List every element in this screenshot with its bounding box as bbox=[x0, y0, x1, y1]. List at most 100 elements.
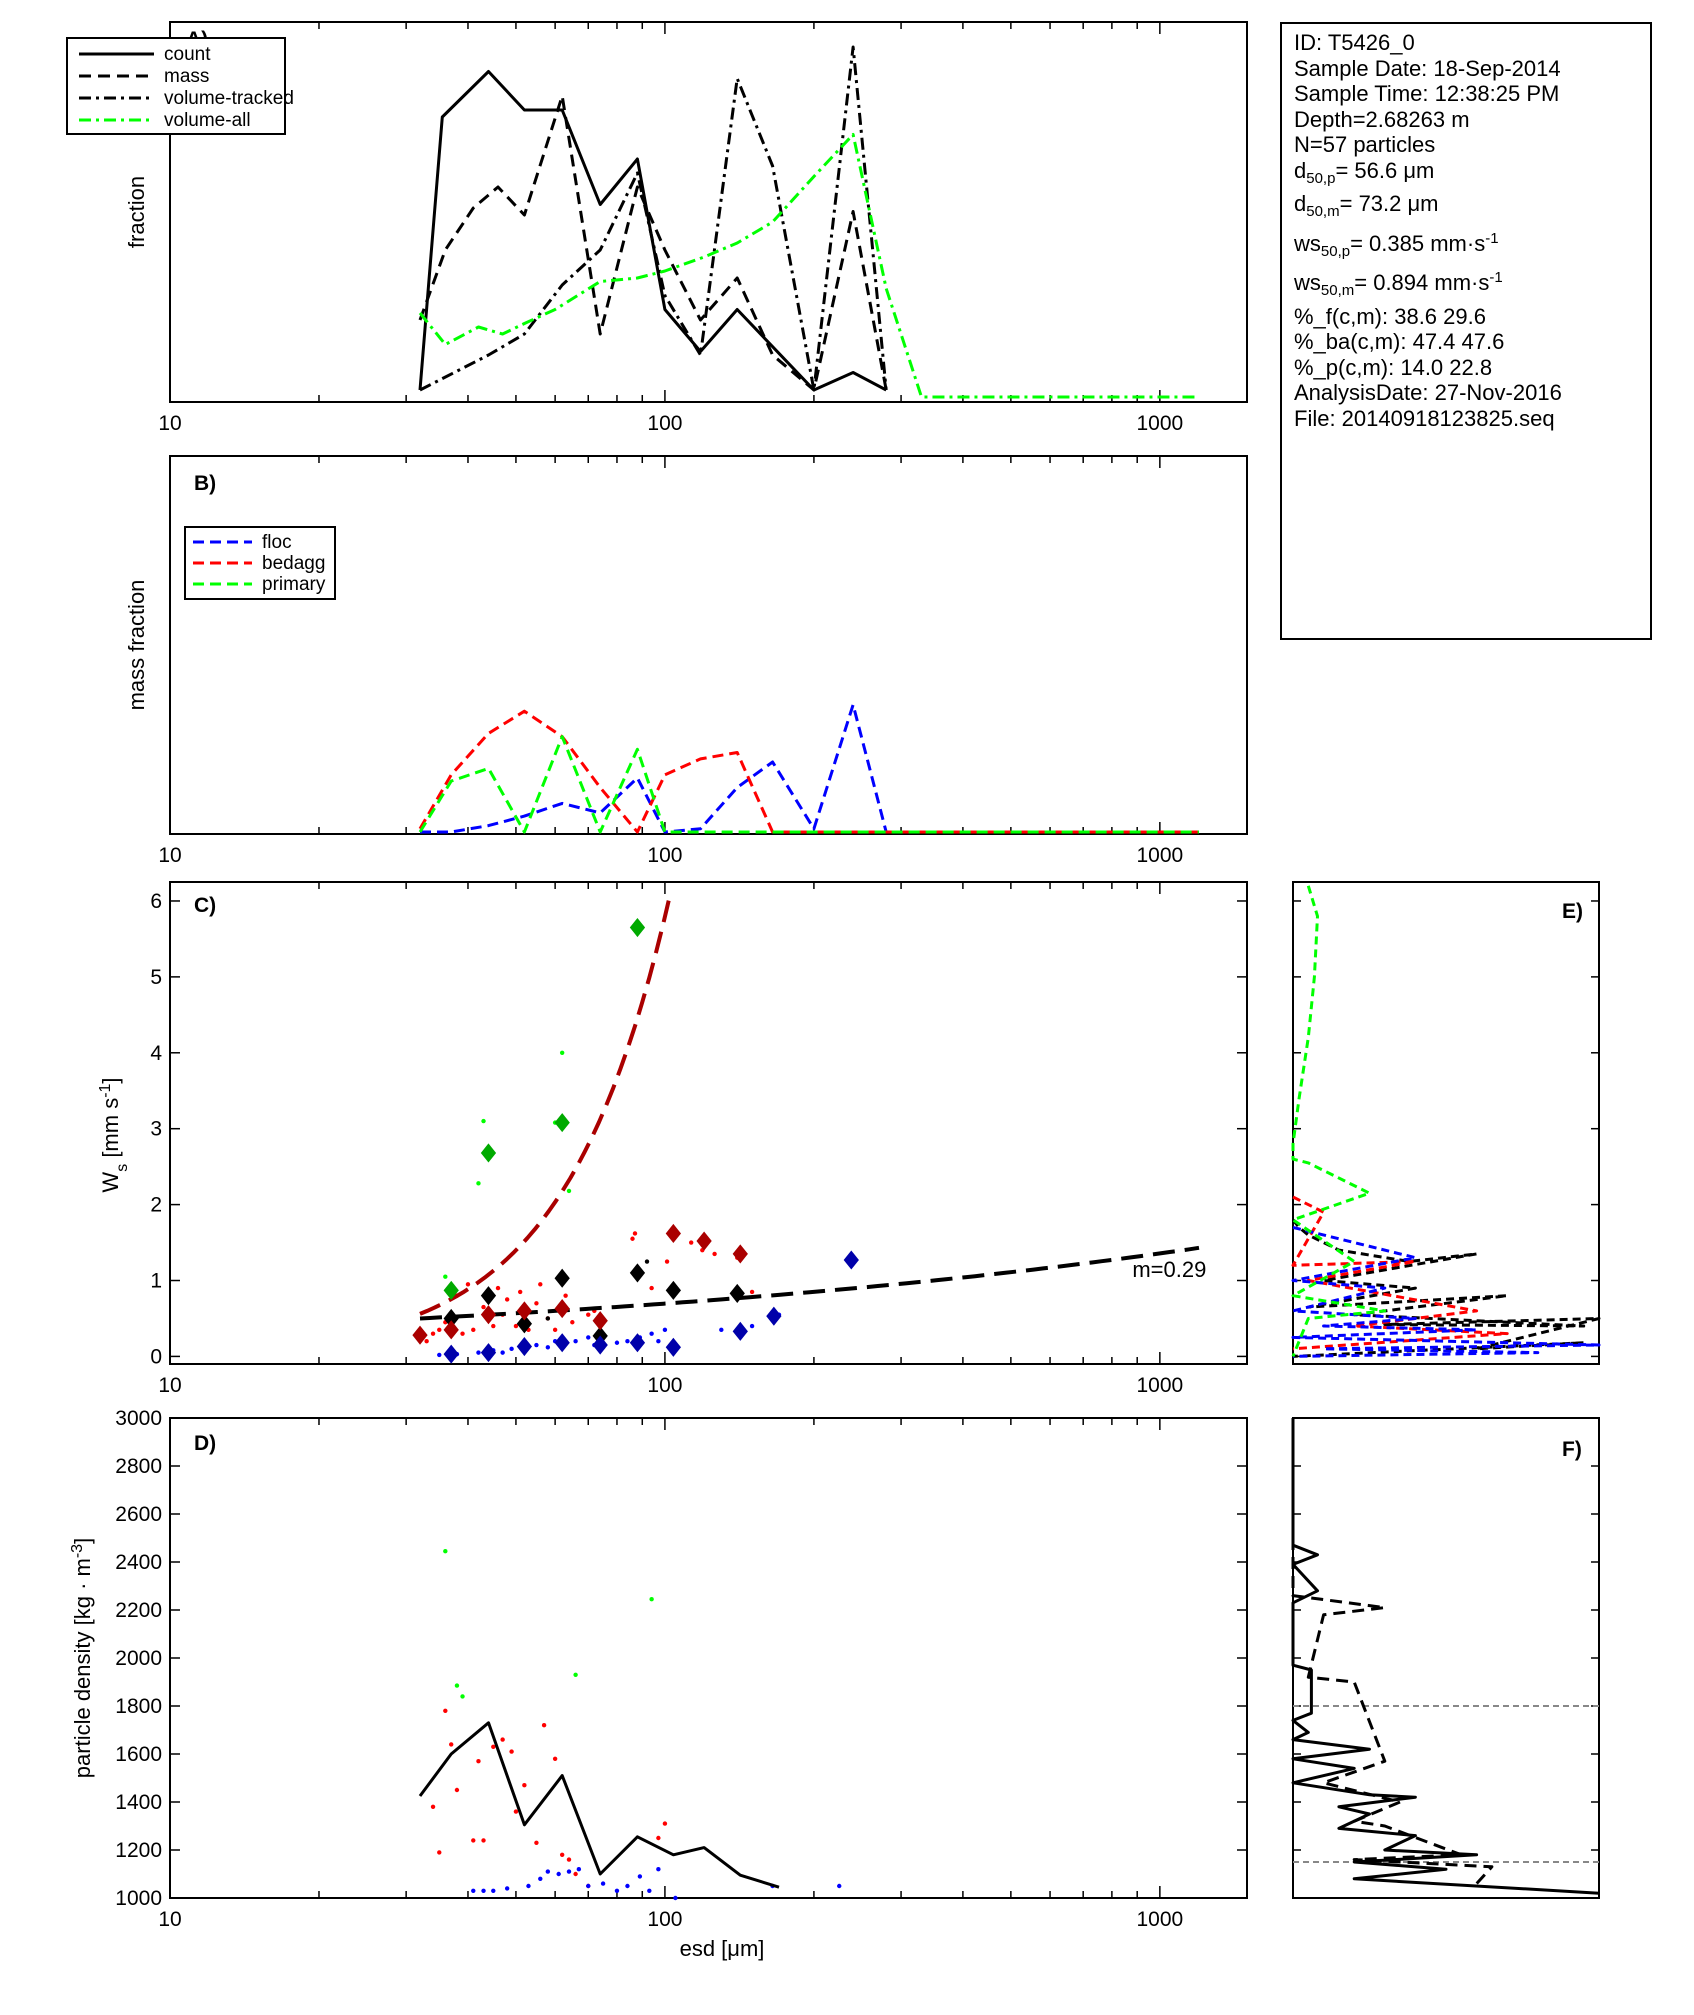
panel-d-label: D) bbox=[194, 1432, 216, 1455]
scatter-point-red bbox=[534, 1301, 539, 1306]
scatter-point-red bbox=[449, 1742, 454, 1747]
scatter-point-black bbox=[644, 1259, 650, 1264]
scatter-point-red bbox=[471, 1327, 476, 1333]
info-d50p: d50,p= 56.6 μm bbox=[1294, 157, 1435, 187]
median-diamond-darkred bbox=[516, 1301, 533, 1321]
median-diamond-darkgreen bbox=[480, 1143, 497, 1163]
median-diamond-darkblue bbox=[843, 1250, 859, 1270]
info-ws50m: ws50,m= 0.894 mm·s-1 bbox=[1294, 269, 1503, 299]
median-diamond-black bbox=[480, 1286, 497, 1306]
panel-b-marks bbox=[418, 703, 1199, 834]
scatter-point-red bbox=[481, 1838, 486, 1843]
x-tick-label: 100 bbox=[647, 1374, 682, 1397]
scatter-point-red bbox=[522, 1783, 527, 1788]
scatter-point-blue bbox=[500, 1350, 505, 1355]
median-diamond-darkred bbox=[480, 1305, 497, 1325]
panel-a-ticks: 10 100 1000 bbox=[158, 22, 1183, 435]
info-percent-floc: %_f(c,m): 38.6 29.6 bbox=[1294, 303, 1486, 329]
info-ws50p-value: = 0.385 mm·s bbox=[1350, 230, 1486, 256]
median-diamond-darkblue bbox=[665, 1337, 681, 1357]
panel-d-ylabel-end: ] bbox=[70, 1538, 95, 1544]
series-line-volume-all bbox=[418, 133, 1199, 399]
y-tick-label: 3 bbox=[150, 1118, 162, 1141]
scatter-point-red bbox=[424, 1339, 429, 1344]
info-ws50p: ws50,p= 0.385 mm·s-1 bbox=[1294, 229, 1499, 260]
y-tick-label: 2800 bbox=[115, 1455, 162, 1478]
panel-b-ticks: 10 100 1000 bbox=[158, 456, 1183, 867]
y-tick-label: 3000 bbox=[115, 1407, 162, 1430]
scatter-point-red bbox=[566, 1857, 572, 1862]
median-diamond-darkblue bbox=[732, 1321, 748, 1341]
panel-e: E) bbox=[1291, 881, 1601, 1365]
panel-d: 10 100 1000 1000 1200 1400 1600 1800 2000 2200 240… bbox=[69, 1407, 1248, 1961]
scatter-point-blue bbox=[647, 1888, 652, 1894]
y-tick-label: 1400 bbox=[115, 1791, 162, 1814]
scatter-point-blue bbox=[637, 1874, 643, 1879]
scatter-point-blue bbox=[656, 1867, 661, 1872]
median-diamond-darkgreen bbox=[554, 1113, 570, 1133]
y-tick-label: 5 bbox=[150, 966, 162, 989]
scatter-point-black bbox=[545, 1316, 551, 1321]
median-diamond-black bbox=[729, 1283, 745, 1303]
scatter-point-red bbox=[570, 1320, 575, 1325]
scatter-point-red bbox=[430, 1331, 436, 1336]
scatter-point-red bbox=[573, 1871, 578, 1877]
panel-f-marks bbox=[1291, 1418, 1600, 1895]
scatter-point-blue bbox=[538, 1876, 543, 1882]
scatter-point-blue bbox=[509, 1346, 514, 1352]
scatter-point-red bbox=[476, 1759, 481, 1764]
panel-c-ylabel-sub: s bbox=[114, 1164, 131, 1172]
x-tick-label: 100 bbox=[647, 1908, 682, 1931]
scatter-point-blue bbox=[491, 1888, 496, 1894]
info-d50m: d50,m= 73.2 μm bbox=[1294, 191, 1439, 220]
x-tick-label: 100 bbox=[647, 844, 682, 867]
y-tick-label: 2000 bbox=[115, 1647, 162, 1670]
median-density-line bbox=[418, 1721, 780, 1889]
scatter-point-red bbox=[541, 1723, 547, 1728]
scatter-point-red bbox=[538, 1282, 543, 1287]
scatter-point-blue bbox=[614, 1888, 620, 1894]
scatter-point-blue bbox=[504, 1886, 510, 1891]
scatter-point-green bbox=[460, 1694, 465, 1699]
scatter-point-red bbox=[495, 1285, 501, 1291]
panel-c-ylabel-main: W bbox=[98, 1172, 123, 1193]
scatter-point-blue bbox=[576, 1867, 582, 1872]
info-ws50p-sub: 50,p bbox=[1320, 242, 1351, 260]
panel-e-marks bbox=[1291, 885, 1601, 1358]
scatter-point-blue bbox=[586, 1335, 591, 1340]
y-tick-label: 0 bbox=[150, 1345, 162, 1368]
legend-label-count: count bbox=[164, 44, 211, 65]
panel-e-axes bbox=[1292, 881, 1600, 1365]
x-tick-label: 10 bbox=[158, 1908, 181, 1931]
series-line-mean bbox=[1291, 1538, 1494, 1885]
scatter-point-blue bbox=[625, 1883, 630, 1889]
scatter-point-red bbox=[632, 1231, 638, 1236]
legend-label-mass: mass bbox=[164, 66, 209, 87]
y-tick-label: 6 bbox=[150, 890, 162, 913]
scatter-point-red bbox=[630, 1236, 635, 1241]
legend-label-volume-all: volume-all bbox=[164, 110, 251, 131]
scatter-point-red bbox=[749, 1289, 755, 1295]
scatter-point-red bbox=[712, 1251, 717, 1257]
scatter-point-green bbox=[573, 1672, 578, 1678]
scatter-point-red bbox=[664, 1259, 670, 1264]
panel-d-ticks: 10 100 1000 1000 1200 1400 1600 1800 2000 2200 240… bbox=[115, 1407, 1247, 1931]
median-diamond-black bbox=[516, 1314, 533, 1334]
y-tick-label: 1000 bbox=[115, 1887, 162, 1910]
info-d50p-sub: 50,p bbox=[1306, 169, 1336, 187]
x-tick-label: 1000 bbox=[1136, 1374, 1183, 1397]
scatter-point-red bbox=[500, 1737, 505, 1742]
fit-line-m=0.29 bbox=[419, 1245, 1200, 1321]
panel-c-ticks: 10 100 1000 0 1 2 3 4 5 6 bbox=[150, 882, 1247, 1397]
scatter-point-blue bbox=[556, 1871, 561, 1877]
fit-line-label-flat: m=0.29 bbox=[1132, 1257, 1206, 1282]
legend-label-primary: primary bbox=[262, 574, 326, 595]
series-line-mass bbox=[418, 94, 888, 392]
scatter-point-blue bbox=[534, 1342, 539, 1348]
panel-b-axes bbox=[169, 455, 1248, 835]
panel-e-label: E) bbox=[1562, 900, 1583, 923]
x-tick-label: 1000 bbox=[1136, 412, 1183, 435]
scatter-point-red bbox=[662, 1821, 668, 1826]
scatter-point-blue bbox=[545, 1869, 551, 1874]
